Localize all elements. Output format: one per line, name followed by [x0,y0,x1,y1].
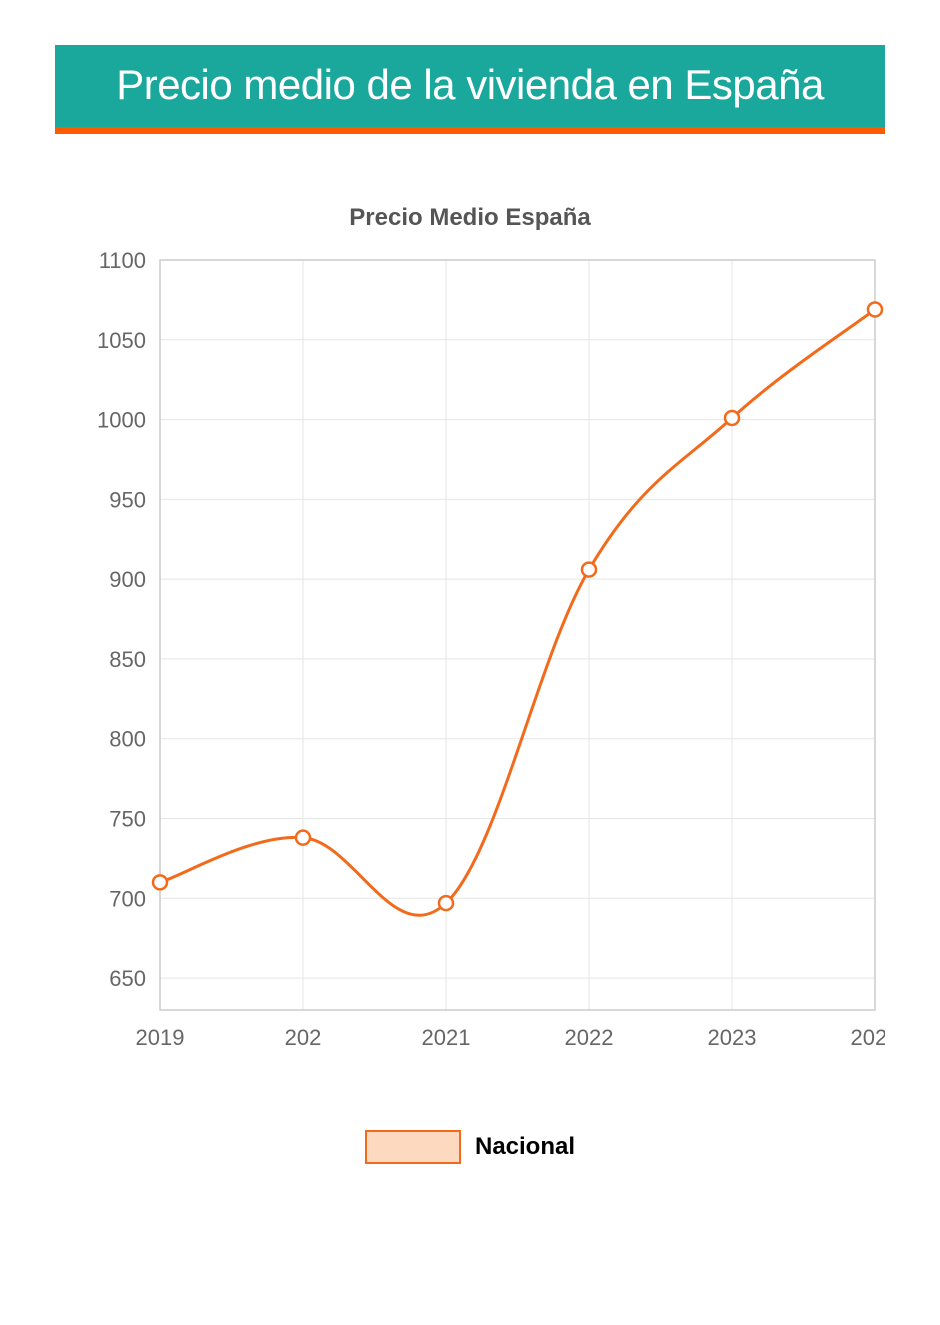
x-tick-label: 2024 [851,1025,885,1050]
y-tick-label: 800 [109,727,146,752]
y-tick-label: 1000 [97,408,146,433]
y-tick-label: 1100 [99,250,146,273]
y-tick-label: 750 [109,807,146,832]
data-point [868,302,882,316]
legend: Nacional [0,1130,940,1164]
legend-label: Nacional [475,1133,575,1161]
y-tick-label: 700 [109,886,146,911]
line-chart: 650 700 750 800 850 900 950 1000 1050 1100 2019 202… [55,250,885,1080]
y-tick-label: 650 [109,966,146,991]
x-tick-label: 2022 [565,1025,614,1050]
data-point [439,896,453,910]
title-banner: Precio medio de la vivienda en España [55,45,885,134]
data-point [153,875,167,889]
chart-container: Precio Medio España 650 700 750 800 850 900 95… [55,204,885,1080]
y-tick-label: 950 [109,487,146,512]
data-point [582,563,596,577]
x-tick-label: 202 [285,1025,322,1050]
x-tick-label: 2019 [136,1025,185,1050]
x-tick-label: 2021 [422,1025,471,1050]
series-line [160,309,875,915]
x-tick-label: 2023 [708,1025,757,1050]
y-tick-label: 850 [109,647,146,672]
data-point [725,411,739,425]
y-tick-label: 1050 [97,328,146,353]
chart-title: Precio Medio España [55,204,885,232]
banner-title: Precio medio de la vivienda en España [75,61,865,109]
legend-swatch [365,1130,461,1164]
data-point [296,831,310,845]
y-tick-label: 900 [109,567,146,592]
